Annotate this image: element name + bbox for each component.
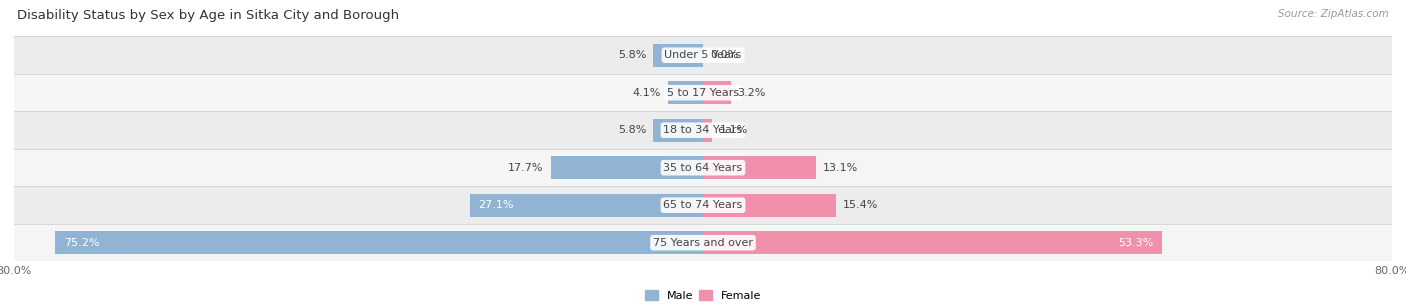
Text: 18 to 34 Years: 18 to 34 Years — [664, 125, 742, 135]
Text: 75.2%: 75.2% — [65, 238, 100, 248]
Text: Under 5 Years: Under 5 Years — [665, 50, 741, 60]
Text: 3.2%: 3.2% — [738, 88, 766, 98]
Text: 1.1%: 1.1% — [720, 125, 748, 135]
Bar — [14, 186, 1392, 224]
Text: 13.1%: 13.1% — [823, 163, 858, 173]
Bar — [14, 74, 1392, 112]
Text: 5.8%: 5.8% — [617, 125, 647, 135]
Bar — [703, 194, 835, 217]
Text: 4.1%: 4.1% — [633, 88, 661, 98]
Text: 65 to 74 Years: 65 to 74 Years — [664, 200, 742, 210]
Text: 35 to 64 Years: 35 to 64 Years — [664, 163, 742, 173]
Bar — [470, 194, 703, 217]
Text: 27.1%: 27.1% — [478, 200, 513, 210]
Bar — [703, 81, 731, 104]
Bar — [55, 231, 703, 254]
Text: 5 to 17 Years: 5 to 17 Years — [666, 88, 740, 98]
Text: 75 Years and over: 75 Years and over — [652, 238, 754, 248]
Bar — [703, 156, 815, 179]
Bar — [668, 81, 703, 104]
Text: Source: ZipAtlas.com: Source: ZipAtlas.com — [1278, 9, 1389, 19]
Bar — [14, 112, 1392, 149]
Text: Disability Status by Sex by Age in Sitka City and Borough: Disability Status by Sex by Age in Sitka… — [17, 9, 399, 22]
Text: 5.8%: 5.8% — [617, 50, 647, 60]
Bar — [703, 231, 1161, 254]
Text: 17.7%: 17.7% — [508, 163, 544, 173]
Text: 53.3%: 53.3% — [1118, 238, 1153, 248]
Text: 0.0%: 0.0% — [710, 50, 738, 60]
Legend: Male, Female: Male, Female — [640, 286, 766, 304]
Bar — [652, 119, 703, 142]
Bar — [14, 149, 1392, 186]
Text: 15.4%: 15.4% — [842, 200, 877, 210]
Bar — [14, 36, 1392, 74]
Bar — [652, 43, 703, 67]
Bar — [551, 156, 703, 179]
Bar — [14, 224, 1392, 261]
Bar — [703, 119, 713, 142]
